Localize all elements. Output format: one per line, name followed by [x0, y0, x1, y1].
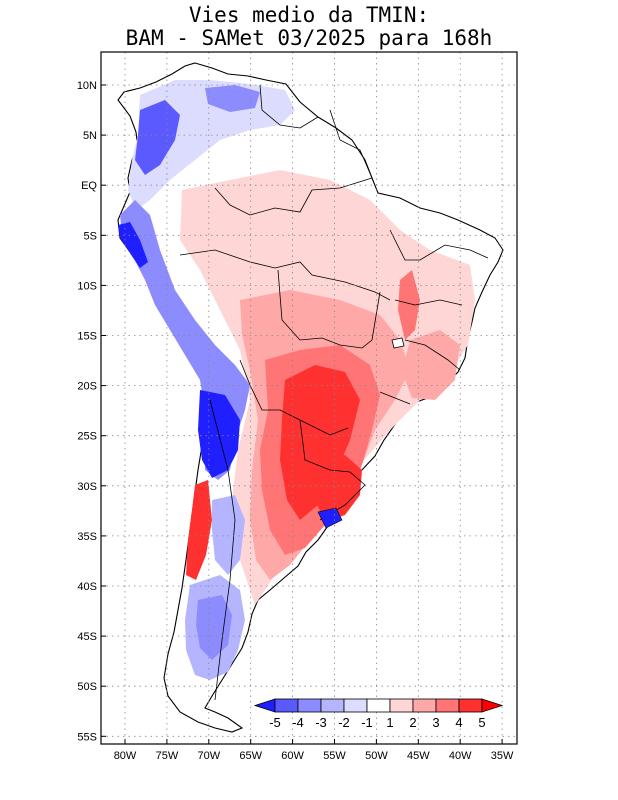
colorbar-label: 1 [386, 715, 393, 730]
rio-de-la-plata-icon [317, 507, 343, 529]
bias-field-red-east [398, 270, 420, 340]
bias-field-blue-colombia [135, 100, 180, 175]
colorbar-segment [343, 698, 368, 713]
lon-label: 35W [491, 750, 514, 762]
bias-field-red-chile [186, 480, 212, 580]
bias-field-blue-central [212, 495, 245, 575]
lat-label: 25S [77, 431, 97, 443]
colorbar-label: -1 [361, 715, 373, 730]
colorbar-segment [366, 698, 391, 713]
lon-label: 70W [197, 750, 220, 762]
lon-label: 80W [114, 750, 137, 762]
lagoa-icon [391, 337, 405, 349]
colorbar: -5 -4 -3 -2 -1 1 2 3 4 5 [253, 698, 504, 730]
lat-label: 20S [77, 381, 97, 393]
latitude-grid: 10N 5N EQ 5S 10S 15S 20S 25S 30S 35S 40S 45S 50S 55S [77, 80, 517, 743]
longitude-grid: 80W 75W 70W 65W 60W 55W 50W 45W 40W 35W [114, 52, 514, 762]
lon-label: 45W [407, 750, 430, 762]
colorbar-label: 2 [409, 715, 416, 730]
colorbar-label: -3 [315, 715, 327, 730]
lon-label: 75W [156, 750, 179, 762]
bias-field-blue-north [205, 85, 260, 112]
colorbar-label: 5 [478, 715, 485, 730]
bias-field-strong-red [280, 365, 360, 520]
bias-field-blue-patagonia-inner [196, 595, 232, 660]
lat-label: 55S [77, 731, 97, 743]
colorbar-segment [389, 698, 414, 713]
colorbar-label: -5 [269, 715, 281, 730]
colorbar-segment [274, 698, 299, 713]
bias-field-dark-blue-peru [118, 222, 148, 268]
colorbar-label: -4 [292, 715, 304, 730]
lon-label: 40W [449, 750, 472, 762]
country-borders [179, 84, 489, 701]
lon-label: 65W [239, 750, 262, 762]
lon-label: 60W [281, 750, 304, 762]
lat-label: 5S [84, 230, 97, 242]
colorbar-segment [297, 698, 322, 713]
bias-field-pink-east [402, 330, 460, 400]
colorbar-label: -2 [338, 715, 350, 730]
lon-label: 50W [365, 750, 388, 762]
lat-label: 35S [77, 531, 97, 543]
lon-label: 55W [323, 750, 346, 762]
lat-label: 10S [77, 280, 97, 292]
lat-label: 40S [77, 581, 97, 593]
colorbar-segment [458, 698, 483, 713]
lat-label: EQ [81, 180, 97, 192]
colorbar-segment [412, 698, 437, 713]
plot-frame [100, 51, 518, 745]
map-title-line-1: Vies medio da TMIN: [188, 3, 430, 27]
lat-label: 5N [83, 130, 97, 142]
lat-label: 10N [77, 80, 97, 92]
colorbar-segment [320, 698, 345, 713]
lat-label: 45S [77, 631, 97, 643]
map-title-line-2: BAM - SAMet 03/2025 para 168h [125, 26, 493, 50]
lat-label: 30S [77, 481, 97, 493]
lat-label: 50S [77, 681, 97, 693]
lat-label: 15S [77, 331, 97, 343]
colorbar-label: 3 [432, 715, 439, 730]
colorbar-segment [435, 698, 460, 713]
colorbar-max-arrow [481, 698, 504, 713]
colorbar-label: 4 [455, 715, 462, 730]
